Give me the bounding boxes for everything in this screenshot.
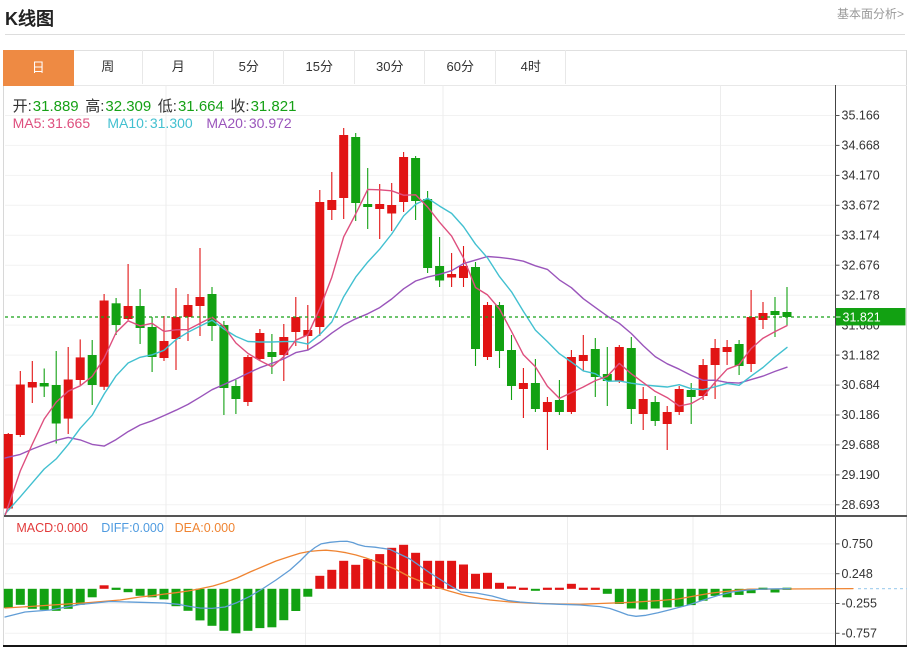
svg-text:30.186: 30.186: [842, 408, 880, 422]
svg-text:35.166: 35.166: [842, 109, 880, 123]
svg-text:32.676: 32.676: [842, 258, 880, 272]
svg-text:0.248: 0.248: [842, 567, 873, 581]
svg-text:31.821: 31.821: [843, 311, 881, 325]
svg-text:31.182: 31.182: [842, 348, 880, 362]
svg-text:29.688: 29.688: [842, 438, 880, 452]
svg-text:34.668: 34.668: [842, 139, 880, 153]
svg-text:-0.255: -0.255: [842, 597, 877, 611]
svg-text:30.684: 30.684: [842, 378, 880, 392]
svg-text:34.170: 34.170: [842, 169, 880, 183]
svg-text:33.174: 33.174: [842, 229, 880, 243]
svg-text:28.693: 28.693: [842, 498, 880, 512]
svg-text:33.672: 33.672: [842, 199, 880, 213]
svg-text:0.750: 0.750: [842, 537, 873, 551]
svg-text:32.178: 32.178: [842, 288, 880, 302]
svg-text:-0.757: -0.757: [842, 627, 877, 641]
svg-text:29.190: 29.190: [842, 468, 880, 482]
